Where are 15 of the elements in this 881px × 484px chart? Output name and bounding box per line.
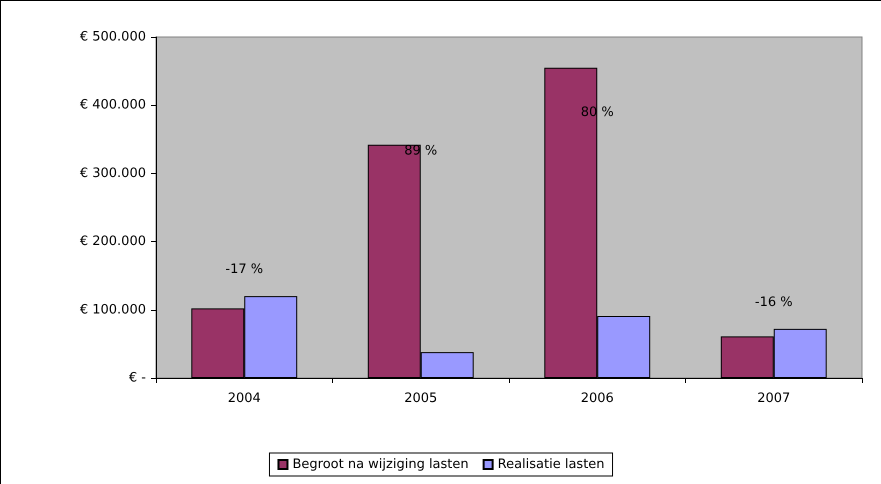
annotation: -17 % xyxy=(225,262,264,278)
legend-label: Realisatie lasten xyxy=(498,457,605,472)
y-tick-label: € 400.000 xyxy=(80,98,146,113)
legend-label: Begroot na wijziging lasten xyxy=(292,457,469,472)
x-tick-label: 2007 xyxy=(757,391,790,406)
annotation: 80 % xyxy=(580,105,614,120)
y-tick-label: € - xyxy=(128,370,146,386)
annotation: -16 % xyxy=(754,294,793,310)
x-tick-label: 2004 xyxy=(228,391,261,406)
y-tick-label: € 100.000 xyxy=(80,302,146,318)
x-tick-label: 2005 xyxy=(404,391,438,406)
y-tick-label: € 500.000 xyxy=(80,30,146,44)
y-tick-label: € 300.000 xyxy=(80,166,146,181)
y-tick-label: € 200.000 xyxy=(80,234,146,250)
x-tick-label: 2006 xyxy=(580,391,614,406)
